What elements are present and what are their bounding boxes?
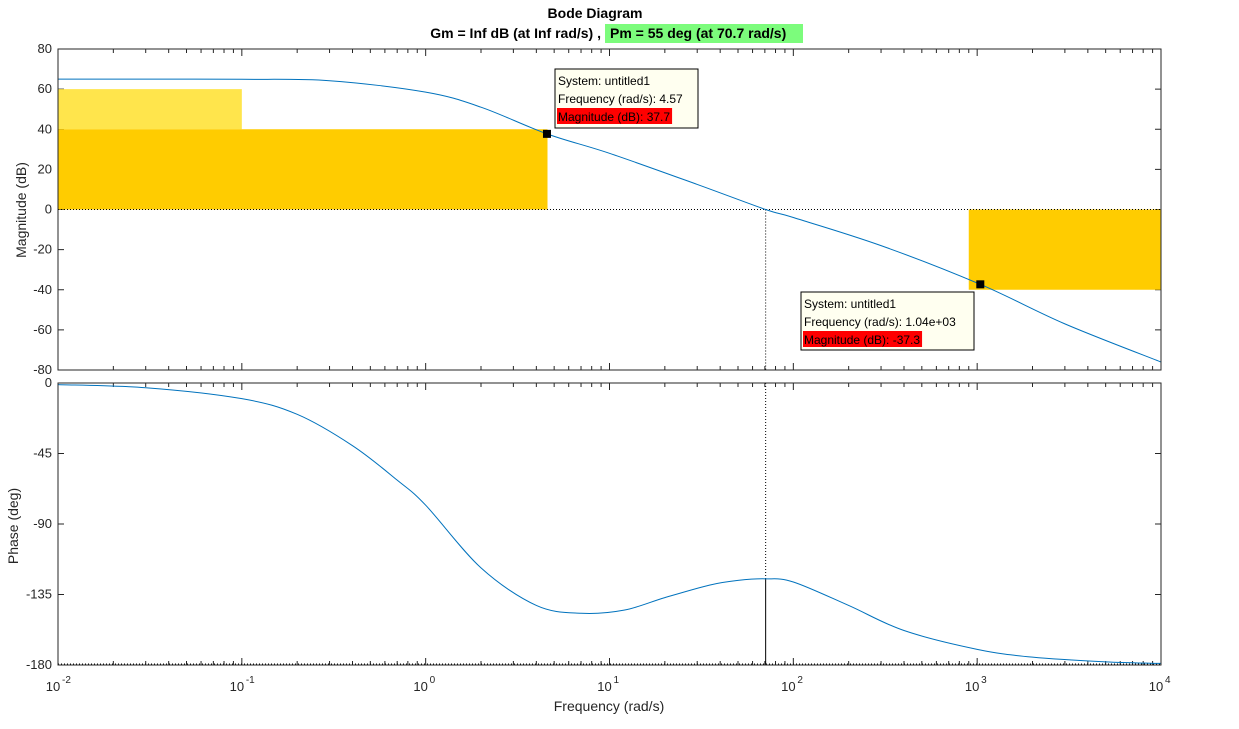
- datatip-magnitude: Magnitude (dB): -37.3: [804, 333, 920, 347]
- x-tick-exponent: 4: [1165, 675, 1171, 686]
- magnitude-y-tick-label: 20: [38, 161, 52, 176]
- datatip-system: System: untitled1: [804, 297, 896, 311]
- x-tick-base: 10: [230, 679, 244, 694]
- axes-frame: [57, 382, 1162, 666]
- phase-margin-label: Pm = 55 deg (at 70.7 rad/s): [610, 25, 786, 41]
- phase-y-tick-label: -45: [33, 446, 52, 461]
- x-tick-exponent: 1: [614, 675, 620, 686]
- x-tick-exponent: 2: [797, 675, 803, 686]
- magnitude-y-tick-label: 40: [38, 121, 52, 136]
- magnitude-y-tick-label: 60: [38, 81, 52, 96]
- magnitude-y-tick-label: -60: [33, 322, 52, 337]
- magnitude-y-tick-label: -20: [33, 242, 52, 257]
- x-tick-exponent: -1: [246, 675, 255, 686]
- x-tick-label: 10 0: [413, 675, 435, 694]
- phase-margin-highlight: [605, 24, 803, 43]
- magnitude-y-tick-label: -80: [33, 362, 52, 377]
- phase-y-tick-label: -180: [26, 657, 52, 672]
- magnitude-ylabel: Magnitude (dB): [13, 162, 29, 258]
- x-tick-exponent: 3: [981, 675, 987, 686]
- datatip[interactable]: System: untitled1 Frequency (rad/s): 1.04…: [800, 280, 985, 351]
- datatip[interactable]: System: untitled1 Frequency (rad/s): 4.57…: [542, 68, 699, 138]
- chart-title: Bode Diagram: [548, 5, 643, 21]
- x-tick-label: 10 -2: [46, 675, 72, 694]
- datatip-highlight: [557, 108, 673, 124]
- datatip-marker[interactable]: [976, 280, 985, 289]
- frequency-xlabel: Frequency (rad/s): [554, 698, 664, 714]
- x-tick-base: 10: [413, 679, 427, 694]
- x-tick-label: 10 3: [965, 675, 987, 694]
- requirement-region[interactable]: [58, 129, 548, 210]
- phase-y-tick-label: 0: [45, 375, 52, 390]
- x-tick-exponent: -2: [62, 675, 71, 686]
- datatip-frequency: Frequency (rad/s): 1.04e+03: [804, 315, 956, 329]
- phase-y-tick-label: -135: [26, 587, 52, 602]
- gain-margin-label: Gm = Inf dB (at Inf rad/s) ,: [430, 25, 601, 41]
- magnitude-axes[interactable]: 80 60 40 20 0 -20 -40 -60 -80 System: untitled1 Fr…: [33, 41, 1162, 377]
- magnitude-curve[interactable]: [57, 78, 1162, 363]
- x-tick-label: 10 2: [781, 675, 803, 694]
- magnitude-y-tick-label: 0: [45, 202, 52, 217]
- datatip-magnitude: Magnitude (dB): 37.7: [558, 110, 670, 124]
- axes-frame: [57, 48, 1162, 371]
- magnitude-y-tick-label: 80: [38, 41, 52, 56]
- x-tick-base: 10: [597, 679, 611, 694]
- x-tick-exponent: 0: [430, 675, 436, 686]
- phase-y-tick-label: -90: [33, 516, 52, 531]
- datatip-marker[interactable]: [542, 129, 551, 138]
- phase-ylabel: Phase (deg): [5, 488, 21, 564]
- datatip-highlight: [803, 331, 923, 347]
- x-tick-base: 10: [46, 679, 60, 694]
- x-tick-base: 10: [781, 679, 795, 694]
- datatip-system: System: untitled1: [558, 74, 650, 88]
- x-tick-label: 10 1: [597, 675, 619, 694]
- magnitude-y-tick-label: -40: [33, 282, 52, 297]
- x-tick-base: 10: [965, 679, 979, 694]
- requirement-region[interactable]: [968, 209, 1161, 290]
- phase-curve[interactable]: [57, 384, 1162, 664]
- x-tick-label: 10 4: [1149, 675, 1171, 694]
- requirement-region[interactable]: [58, 89, 242, 130]
- x-tick-label: 10 -1: [230, 675, 256, 694]
- plot-area: [58, 383, 1161, 665]
- datatip-frequency: Frequency (rad/s): 4.57: [558, 92, 683, 106]
- x-tick-base: 10: [1149, 679, 1163, 694]
